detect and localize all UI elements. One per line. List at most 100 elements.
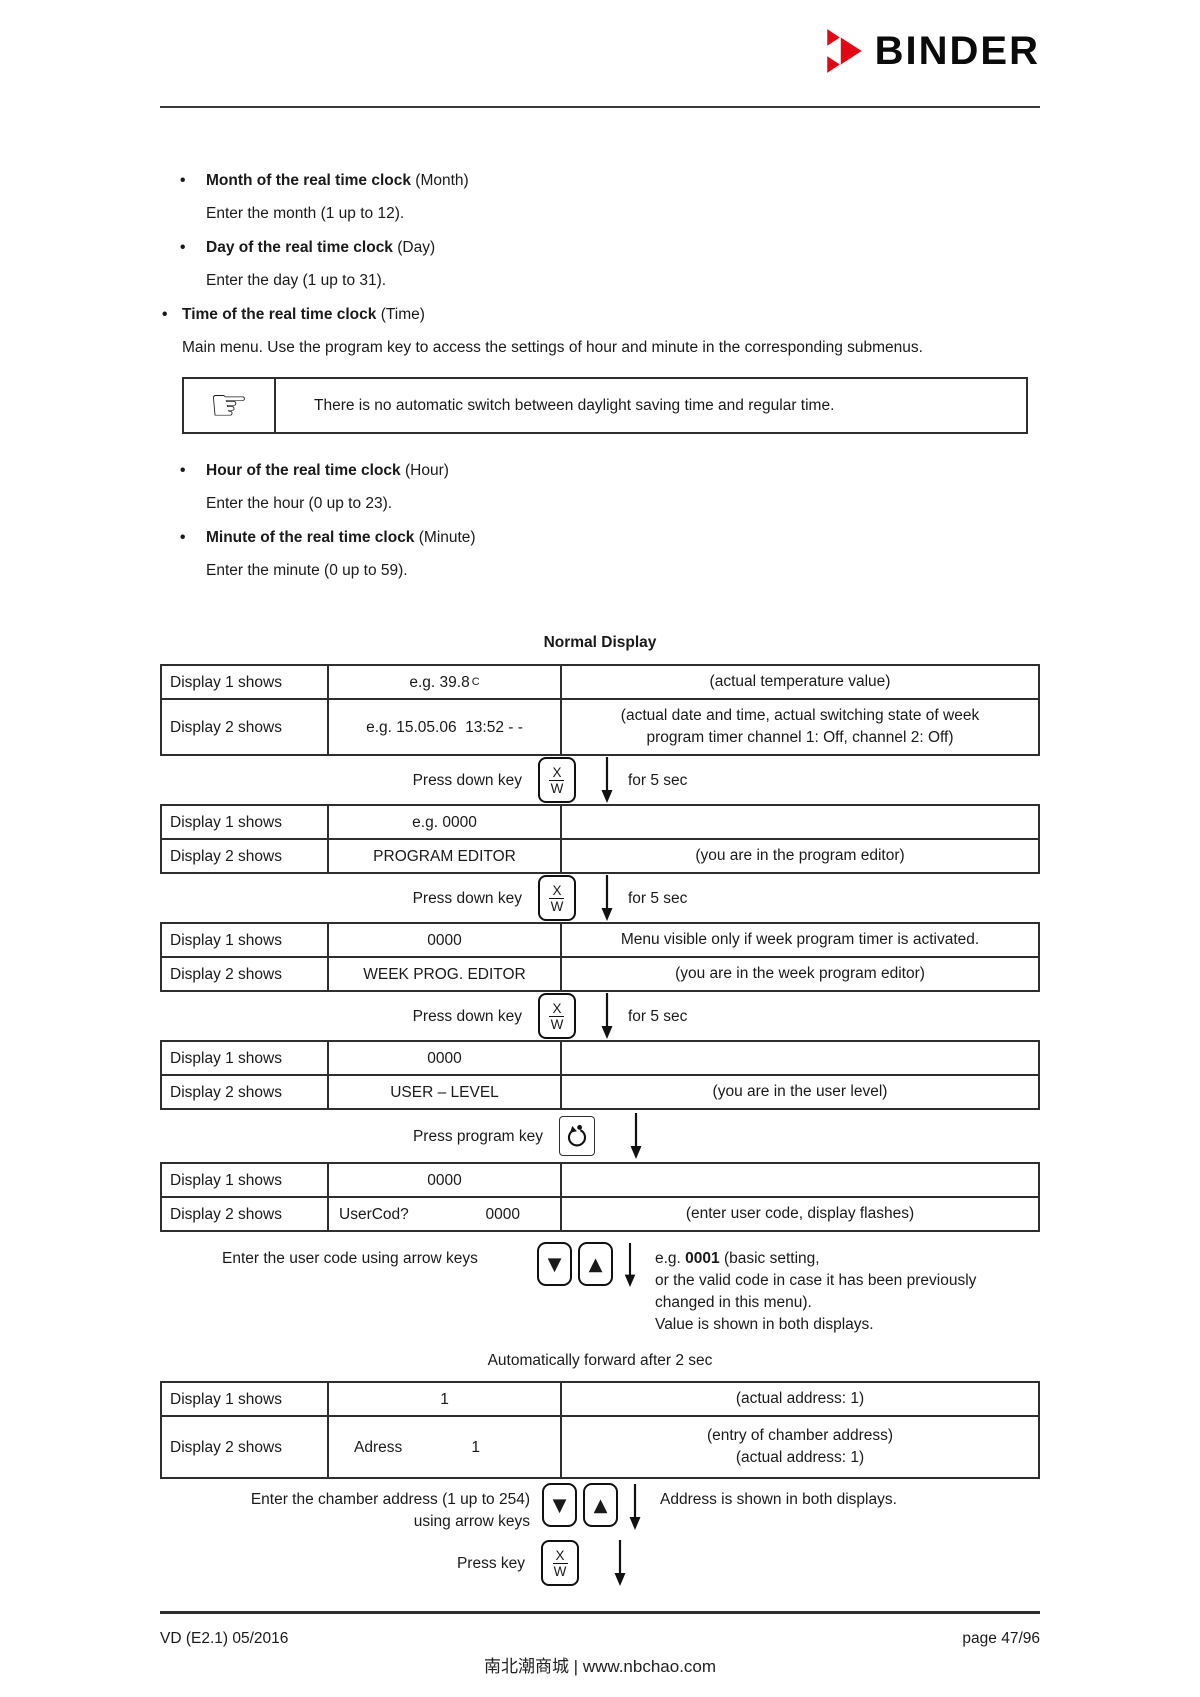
arrow-down-key: ▼: [542, 1483, 577, 1527]
row-label-cell: Display 2 shows: [162, 1417, 329, 1477]
row-note-cell: [562, 1164, 1038, 1196]
bullet-paren: (Month): [410, 172, 469, 189]
key-bottom-label: W: [550, 1016, 564, 1032]
duration-label: for 5 sec: [627, 889, 688, 907]
bullet-title: Month of the real time clock: [206, 172, 411, 189]
row-note-cell: (you are in the program editor): [695, 847, 905, 864]
down-triangle-icon: ▼: [547, 1253, 562, 1275]
bullet-paren: (Day): [392, 239, 436, 256]
bullet-paren: (Hour): [400, 462, 449, 479]
step-label-line: using arrow keys: [413, 1513, 530, 1530]
step-label: Enter the chamber address (1 up to 254) …: [190, 1481, 530, 1533]
key-top-label: X: [549, 883, 565, 899]
row-note-cell: (you are in the week program editor): [675, 965, 925, 982]
table-row: Display 1 shows 0000 Menu visible only i…: [162, 924, 1038, 956]
bullet-title: Day of the real time clock: [206, 239, 393, 256]
pointing-hand-icon: ☞: [209, 379, 249, 431]
key-top-label: X: [549, 1001, 565, 1017]
bullet-paren: (Minute): [414, 529, 476, 546]
row-note-cell: (actual address: 1): [735, 1390, 865, 1407]
row-label-cell: Display 2 shows: [162, 1198, 329, 1230]
result-text: or the valid code in case it has been pr…: [655, 1272, 977, 1289]
row-value-cell: 0000: [329, 1042, 562, 1074]
display-value-right: 0000: [485, 1205, 520, 1223]
row-value-cell: WEEK PROG. EDITOR: [329, 958, 562, 990]
result-text: changed in this menu).: [655, 1294, 812, 1311]
bullet-title: Minute of the real time clock: [206, 529, 415, 546]
row-label-cell: Display 2 shows: [162, 840, 329, 872]
auto-forward-label: Automatically forward after 2 sec: [487, 1352, 713, 1369]
row-label-cell: Display 2 shows: [162, 1076, 329, 1108]
row-note-cell: (actual date and time, actual switching …: [620, 707, 980, 746]
logo-text: BINDER: [874, 29, 1040, 73]
bullet-desc: Enter the month (1 up to 12).: [206, 205, 405, 222]
row-label-cell: Display 1 shows: [162, 806, 329, 838]
bullet-title: Time of the real time clock: [182, 306, 377, 323]
display-value-left: UserCod?: [339, 1205, 409, 1223]
row-note-cell: (actual temperature value): [709, 673, 891, 690]
bullet-desc: Enter the hour (0 up to 23).: [206, 495, 393, 512]
table-row: Display 2 shows UserCod? 0000 (enter use…: [162, 1196, 1038, 1230]
step-label: Enter the user code using arrow keys: [222, 1250, 478, 1267]
note-box: ☞ There is no automatic switch between d…: [182, 377, 1028, 434]
bullet-desc: Enter the minute (0 up to 59).: [206, 562, 408, 579]
step-label-line: Enter the chamber address (1 up to 254): [250, 1491, 530, 1508]
down-arrow-icon: [601, 993, 613, 1039]
row-label-cell: Display 2 shows: [162, 958, 329, 990]
row-value-cell: USER – LEVEL: [329, 1076, 562, 1108]
row-value-cell: PROGRAM EDITOR: [329, 840, 562, 872]
row-value-cell: 0000: [329, 924, 562, 956]
table-row: Display 2 shows USER – LEVEL (you are in…: [162, 1074, 1038, 1108]
binder-logo: BINDER: [826, 26, 1040, 76]
bullet-icon: •: [180, 239, 186, 256]
note-icon-cell: ☞: [184, 379, 276, 432]
duration-label: for 5 sec: [627, 771, 688, 789]
row-value-cell: Adress 1: [329, 1417, 562, 1477]
down-arrow-icon: [629, 1484, 641, 1530]
step-label: Press down key: [412, 771, 522, 789]
row-note-cell: (enter user code, display flashes): [685, 1205, 915, 1222]
bullet-paren: (Time): [376, 306, 425, 323]
display-table-normal: Display 1 shows e.g. 39.8 C (actual tempe…: [160, 664, 1040, 756]
table-row: Display 1 shows e.g. 39.8 C (actual tempe…: [162, 666, 1038, 698]
arrow-down-key: ▼: [537, 1242, 572, 1286]
table-row: Display 2 shows PROGRAM EDITOR (you are …: [162, 838, 1038, 872]
result-text: e.g.: [655, 1250, 686, 1267]
key-bottom-label: W: [553, 1563, 567, 1579]
up-triangle-icon: ▲: [593, 1494, 608, 1516]
arrow-up-key: ▲: [583, 1483, 618, 1527]
arrow-keys: ▼ ▲: [542, 1483, 618, 1527]
table-row: Display 2 shows Adress 1 (entry of chamb…: [162, 1415, 1038, 1477]
down-arrow-icon: [630, 1113, 642, 1159]
down-triangle-icon: ▼: [552, 1494, 567, 1516]
bullet-icon: •: [180, 529, 186, 546]
down-arrow-icon: [614, 1540, 626, 1586]
program-key-icon: [567, 1125, 587, 1147]
down-arrow-icon: [624, 1242, 636, 1288]
note-line: (actual address: 1): [735, 1449, 865, 1466]
footer-rule: [160, 1611, 1040, 1614]
row-note-cell: (entry of chamber address) (actual addre…: [562, 1417, 1038, 1477]
step-press-program: Press program key: [88, 1110, 968, 1162]
bullet-title: Hour of the real time clock: [206, 462, 401, 479]
row-note-cell: (you are in the user level): [712, 1083, 888, 1100]
table-row: Display 1 shows 1 (actual address: 1): [162, 1383, 1038, 1415]
key-top-label: X: [552, 1548, 568, 1564]
bullet-time: • Time of the real time clock (Time): [160, 304, 1040, 325]
result-text: Value is shown in both displays.: [655, 1316, 874, 1333]
row-value-cell: e.g. 39.8 C: [329, 666, 562, 698]
table-row: Display 1 shows 0000: [162, 1164, 1038, 1196]
bullet-month: • Month of the real time clock (Month): [160, 170, 1040, 191]
header: BINDER: [160, 0, 1040, 108]
row-value-cell: e.g. 15.05.06 13:52 - -: [329, 700, 562, 754]
row-value-cell: UserCod? 0000: [329, 1198, 562, 1230]
down-arrow-icon: [601, 875, 613, 921]
bullet-desc: Enter the day (1 up to 31).: [206, 272, 387, 289]
bullet-icon: •: [180, 462, 186, 479]
duration-label: for 5 sec: [627, 1007, 688, 1025]
footer-page-number: page 47/96: [962, 1630, 1040, 1647]
